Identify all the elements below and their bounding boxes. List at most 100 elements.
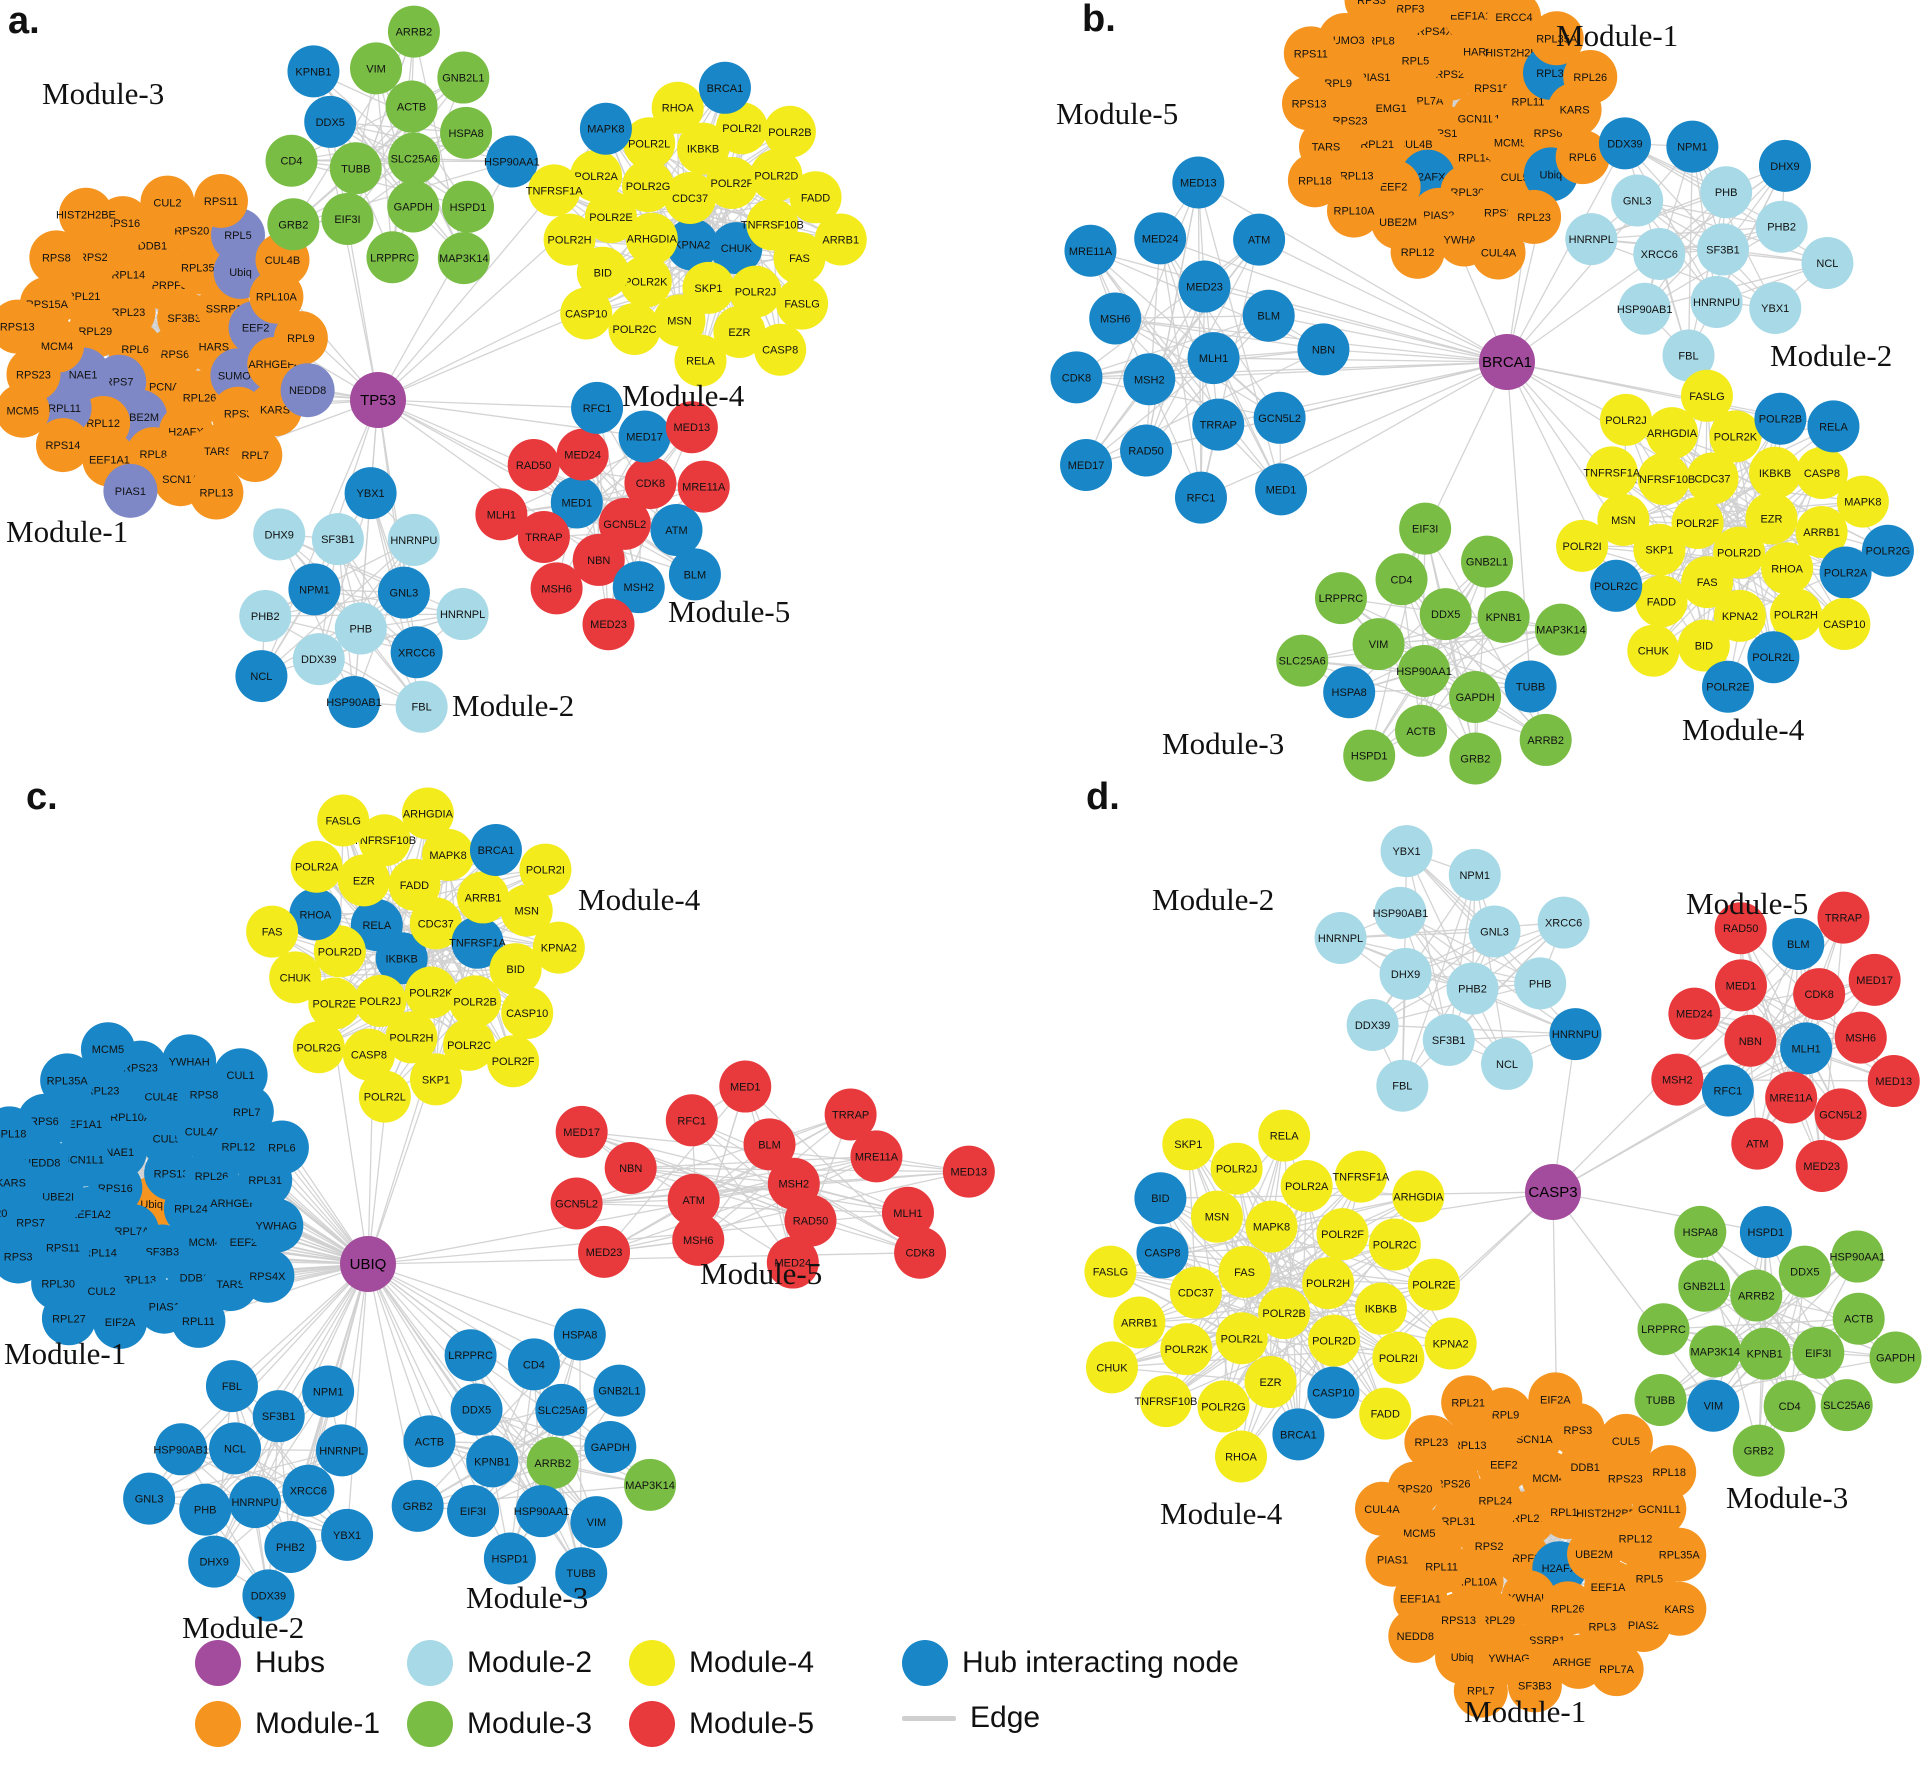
node-HSP90AA1[interactable]: HSP90AA1 [514,1485,570,1538]
node-ARRB1[interactable]: ARRB1 [1113,1296,1166,1349]
node-CHUK[interactable]: CHUK [1085,1341,1138,1394]
node-EIF3I[interactable]: EIF3I [1399,502,1452,555]
node-MED17[interactable]: MED17 [618,410,671,463]
node-MAPK8[interactable]: MAPK8 [1836,475,1889,528]
node-KPNB1[interactable]: KPNB1 [1738,1327,1791,1380]
node-POLR2E[interactable]: POLR2E [1701,660,1754,713]
node-ACTB[interactable]: ACTB [1395,704,1448,757]
node-VIM[interactable]: VIM [350,42,403,95]
node-HSP90AB1[interactable]: HSP90AB1 [153,1423,209,1476]
node-PHB[interactable]: PHB [179,1483,232,1536]
node-MED13[interactable]: MED13 [1172,156,1225,209]
node-MED1[interactable]: MED1 [719,1060,772,1113]
node-CD4[interactable]: CD4 [1763,1380,1816,1433]
node-ARRB1[interactable]: ARRB1 [814,213,867,266]
node-FAS[interactable]: FAS [246,905,299,958]
node-GNB2L1[interactable]: GNB2L1 [1460,535,1513,588]
node-CUL4A[interactable]: CUL4A [1354,1481,1409,1536]
node-POLR2L[interactable]: POLR2L [623,117,676,170]
node-RPS3[interactable]: RPS3 [1344,0,1399,27]
node-XRCC6[interactable]: XRCC6 [1537,896,1590,949]
node-DDX5[interactable]: DDX5 [1419,588,1472,641]
node-MSN[interactable]: MSN [1597,493,1650,546]
node-MLH1[interactable]: MLH1 [881,1186,934,1239]
node-POLR2E[interactable]: POLR2E [308,977,361,1030]
node-RELA[interactable]: RELA [1807,400,1860,453]
node-BLM[interactable]: BLM [1772,918,1825,971]
node-ACTB[interactable]: ACTB [385,80,438,133]
node-ACTB[interactable]: ACTB [403,1415,456,1468]
node-LRPPRC[interactable]: LRPPRC [444,1329,497,1382]
node-KPNA2[interactable]: KPNA2 [532,921,585,974]
node-MCM5[interactable]: MCM5 [0,383,50,438]
node-GNL3[interactable]: GNL3 [1611,174,1664,227]
node-SLC25A6[interactable]: SLC25A6 [1820,1379,1873,1432]
node-POLR2I[interactable]: POLR2I [1556,519,1609,572]
node-POLR2C[interactable]: POLR2C [1368,1218,1421,1271]
node-KPNA2[interactable]: KPNA2 [666,218,719,271]
node-BRCA1[interactable]: BRCA1 [698,61,751,114]
node-TNFRSF10B[interactable]: TNFRSF10B [1632,452,1695,505]
node-SKP1[interactable]: SKP1 [1633,523,1686,576]
node-ARRB2[interactable]: ARRB2 [1730,1269,1783,1322]
node-CASP10[interactable]: CASP10 [1818,597,1871,650]
node-PHB2[interactable]: PHB2 [239,589,292,642]
node-MLH1[interactable]: MLH1 [475,488,528,541]
node-MED23[interactable]: MED23 [1178,260,1231,313]
node-RPL7[interactable]: RPL7 [228,428,283,483]
node-HSP90AA1[interactable]: HSP90AA1 [1830,1230,1886,1283]
hub-node-BRCA1[interactable]: BRCA1 [1479,334,1535,390]
node-HSPA8[interactable]: HSPA8 [1323,666,1376,719]
node-KPNA2[interactable]: KPNA2 [1424,1317,1477,1370]
node-RPL21[interactable]: RPL21 [1441,1375,1496,1430]
node-MAP3K14[interactable]: MAP3K14 [1689,1325,1742,1378]
node-RPS11[interactable]: RPS11 [1283,26,1338,81]
node-POLR2I[interactable]: POLR2I [715,102,768,155]
node-MED17[interactable]: MED17 [1060,439,1113,492]
node-VIM[interactable]: VIM [570,1496,623,1549]
node-FADD[interactable]: FADD [1635,575,1688,628]
node-DDX39[interactable]: DDX39 [1346,998,1399,1051]
node-MED23[interactable]: MED23 [578,1225,631,1278]
node-CDC37[interactable]: CDC37 [1169,1266,1222,1319]
node-FAS[interactable]: FAS [1681,556,1734,609]
node-GCN5L2[interactable]: GCN5L2 [1814,1088,1867,1141]
node-SF3B1[interactable]: SF3B1 [311,513,364,566]
node-POLR2G[interactable]: POLR2G [1861,524,1914,577]
node-POLR2J[interactable]: POLR2J [1210,1142,1263,1195]
node-GRB2[interactable]: GRB2 [267,198,320,251]
node-SF3B3[interactable]: SF3B3 [1507,1658,1562,1713]
node-RAD50[interactable]: RAD50 [1120,424,1173,477]
node-RHOA[interactable]: RHOA [289,888,342,941]
node-MED1[interactable]: MED1 [550,476,603,529]
node-CUL1[interactable]: CUL1 [213,1048,268,1103]
node-CUL2[interactable]: CUL2 [140,175,195,230]
node-MSN[interactable]: MSN [500,884,553,937]
node-VIM[interactable]: VIM [1352,618,1405,671]
node-KPNA2[interactable]: KPNA2 [1713,589,1766,642]
node-CD4[interactable]: CD4 [507,1338,560,1391]
node-FADD[interactable]: FADD [388,858,441,911]
node-EIF3I[interactable]: EIF3I [1792,1326,1845,1379]
node-KPNB1[interactable]: KPNB1 [466,1435,519,1488]
node-MED24[interactable]: MED24 [556,428,609,481]
node-HNRNPL[interactable]: HNRNPL [1314,911,1367,964]
node-GNL3[interactable]: GNL3 [123,1472,176,1525]
node-POLR2H[interactable]: POLR2H [1769,588,1822,641]
node-TUBB[interactable]: TUBB [329,142,382,195]
node-FBL[interactable]: FBL [1376,1059,1429,1112]
node-FASLG[interactable]: FASLG [1084,1245,1137,1298]
node-TNFRSF1A[interactable]: TNFRSF1A [526,164,584,217]
node-MAPK8[interactable]: MAPK8 [1245,1200,1298,1253]
node-CASP8[interactable]: CASP8 [1795,446,1848,499]
node-HNRNPL[interactable]: HNRNPL [1565,213,1618,266]
node-GNB2L1[interactable]: GNB2L1 [437,51,490,104]
node-ACTB[interactable]: ACTB [1832,1292,1885,1345]
node-HNRNPU[interactable]: HNRNPU [1690,275,1743,328]
node-MSH6[interactable]: MSH6 [1834,1011,1887,1064]
node-GAPDH[interactable]: GAPDH [1449,670,1502,723]
node-DDX5[interactable]: DDX5 [1778,1245,1831,1298]
node-POLR2F[interactable]: POLR2F [1671,497,1724,550]
node-MLH1[interactable]: MLH1 [1187,332,1240,385]
node-YBX1[interactable]: YBX1 [1380,825,1433,878]
